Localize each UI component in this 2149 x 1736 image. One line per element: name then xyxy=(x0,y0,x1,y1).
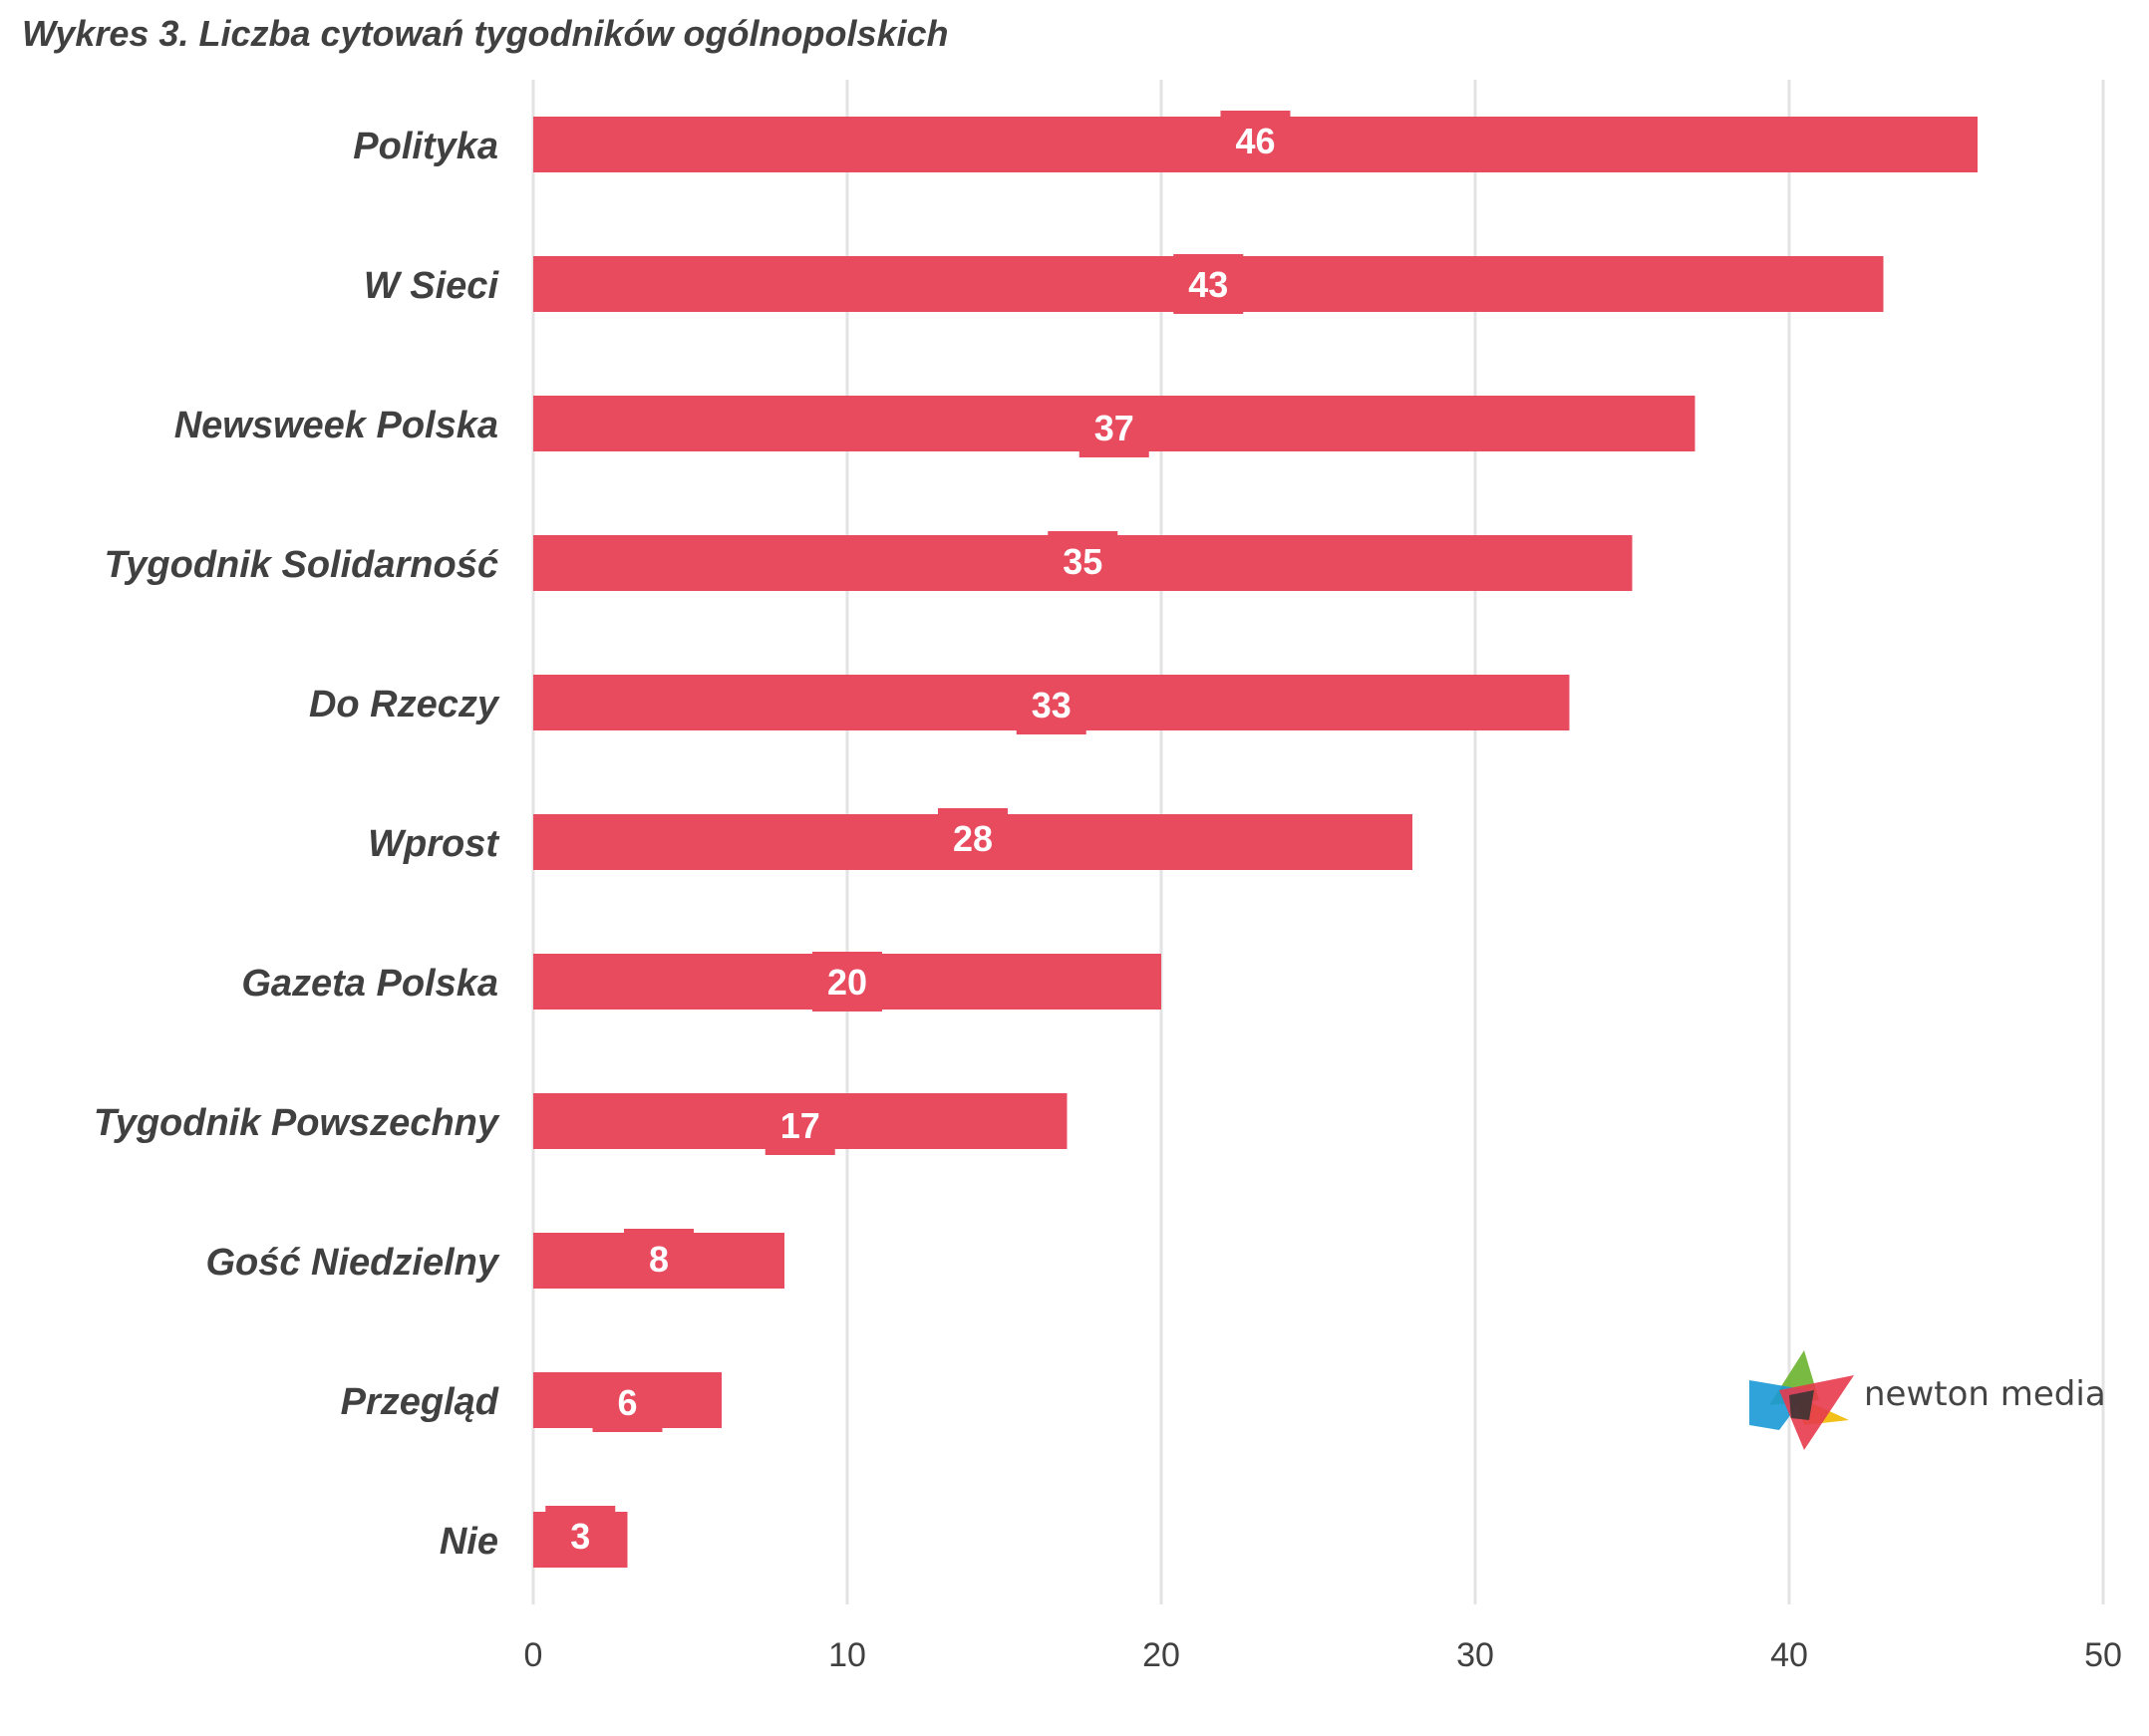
value-label-5: 28 xyxy=(953,818,993,859)
value-badge-8 xyxy=(624,1229,694,1289)
x-axis-ticks: 0 10 20 30 40 50 xyxy=(524,1636,2122,1674)
value-badge-0 xyxy=(1220,111,1291,170)
value-badge-3 xyxy=(1048,531,1118,591)
value-label-10: 3 xyxy=(570,1516,590,1557)
value-label-2: 37 xyxy=(1094,408,1134,448)
value-badge-9 xyxy=(592,1372,663,1432)
value-label-4: 33 xyxy=(1032,685,1072,725)
category-label-4: Do Rzeczy xyxy=(309,684,500,725)
value-badge-2 xyxy=(1078,398,1149,457)
chart-title: Wykres 3. Liczba cytowań tygodników ogól… xyxy=(22,13,949,54)
category-label-2: Newsweek Polska xyxy=(174,405,498,446)
value-badge-1 xyxy=(1173,254,1244,314)
category-label-0: Polityka xyxy=(353,126,498,167)
value-label-9: 6 xyxy=(617,1382,637,1423)
category-label-10: Nie xyxy=(440,1521,498,1563)
value-label-6: 20 xyxy=(827,962,867,1003)
category-label-1: W Sieci xyxy=(364,265,500,307)
value-label-1: 43 xyxy=(1188,264,1228,305)
value-badge-10 xyxy=(545,1506,616,1566)
x-tick-label-0: 0 xyxy=(524,1636,543,1674)
category-label-9: Przegląd xyxy=(341,1381,499,1423)
newton-media-logo: newton media xyxy=(1749,1350,2106,1450)
x-tick-label-20: 20 xyxy=(1142,1636,1180,1674)
category-label-5: Wprost xyxy=(368,823,499,865)
category-label-6: Gazeta Polska xyxy=(241,963,498,1005)
value-badge-4 xyxy=(1016,675,1086,734)
value-label-0: 46 xyxy=(1235,121,1275,161)
category-labels: Polityka W Sieci Newsweek Polska Tygodnik S… xyxy=(94,126,500,1563)
value-label-8: 8 xyxy=(649,1239,669,1280)
value-badge-7 xyxy=(765,1095,835,1155)
category-label-8: Gość Niedzielny xyxy=(205,1242,499,1284)
bars: 46 43 37 35 33 28 20 17 8 6 3 xyxy=(533,111,1978,1568)
x-tick-label-10: 10 xyxy=(828,1636,866,1674)
value-label-3: 35 xyxy=(1063,541,1102,582)
logo-text: newton media xyxy=(1864,1374,2106,1414)
value-badge-6 xyxy=(812,952,882,1012)
value-label-7: 17 xyxy=(780,1105,820,1146)
x-tick-label-30: 30 xyxy=(1456,1636,1494,1674)
logo-dark-shape xyxy=(1789,1390,1814,1420)
value-badge-5 xyxy=(938,808,1008,868)
x-tick-label-50: 50 xyxy=(2084,1636,2122,1674)
category-label-3: Tygodnik Solidarność xyxy=(104,544,498,586)
category-label-7: Tygodnik Powszechny xyxy=(94,1102,500,1144)
x-tick-label-40: 40 xyxy=(1770,1636,1808,1674)
